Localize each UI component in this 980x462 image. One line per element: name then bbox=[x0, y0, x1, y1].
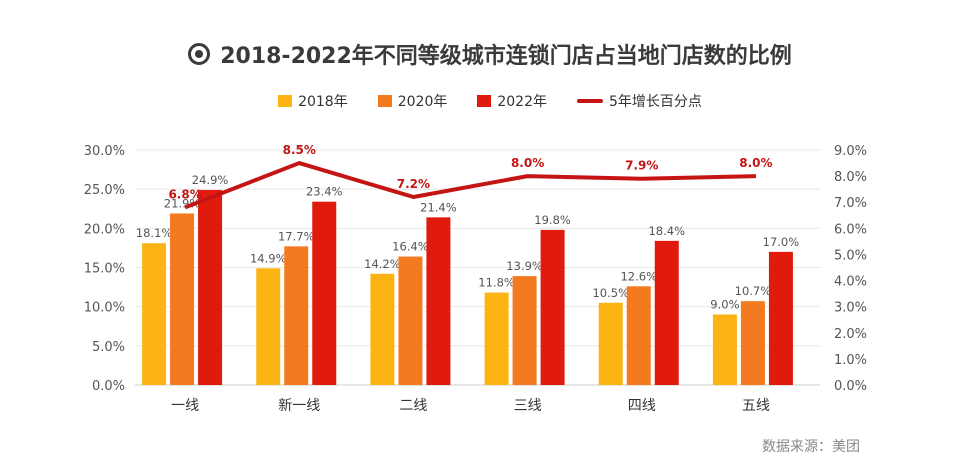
bar-value-label: 17.0% bbox=[763, 235, 800, 249]
bar-value-label: 9.0% bbox=[710, 298, 739, 312]
y-right-tick-label: 7.0% bbox=[834, 196, 867, 211]
bar-value-label: 10.7% bbox=[735, 284, 772, 298]
x-tick-label: 一线 bbox=[171, 398, 199, 414]
legend-label-2018: 2018年 bbox=[298, 94, 348, 110]
bar-2020 bbox=[284, 246, 309, 385]
data-source: 数据来源：美团 bbox=[762, 439, 860, 455]
growth-value-label: 6.8% bbox=[168, 187, 201, 201]
bar-2018 bbox=[142, 243, 167, 385]
legend-label-2022: 2022年 bbox=[497, 94, 547, 110]
y-right-tick-label: 6.0% bbox=[834, 222, 867, 237]
chart-title: 2018-2022年不同等级城市连锁门店占当地门店数的比例 bbox=[220, 44, 792, 69]
legend-item-2018: 2018年 bbox=[278, 91, 348, 111]
bar-2022 bbox=[540, 229, 565, 385]
x-tick-label: 新一线 bbox=[278, 398, 320, 414]
x-tick-label: 四线 bbox=[628, 398, 656, 414]
y-right-tick-label: 9.0% bbox=[834, 144, 867, 159]
chart-title-row: 2018-2022年不同等级城市连锁门店占当地门店数的比例 bbox=[0, 38, 980, 70]
bar-value-label: 24.9% bbox=[192, 173, 229, 187]
x-tick-label: 五线 bbox=[742, 398, 770, 414]
growth-value-label: 8.0% bbox=[739, 156, 772, 170]
y-left-tick-label: 30.0% bbox=[84, 144, 125, 159]
bar-2020 bbox=[512, 276, 537, 385]
bar-2018 bbox=[370, 273, 395, 385]
x-tick-label: 二线 bbox=[399, 398, 427, 414]
legend-swatch-growth bbox=[577, 99, 603, 103]
legend-item-2020: 2020年 bbox=[377, 91, 448, 111]
bar-value-label: 14.9% bbox=[250, 251, 287, 265]
y-left-tick-label: 15.0% bbox=[84, 262, 125, 277]
growth-value-label: 8.0% bbox=[511, 156, 544, 170]
legend-item-growth: 5年增长百分点 bbox=[577, 91, 702, 111]
legend-label-2020: 2020年 bbox=[397, 94, 448, 110]
legend: 2018年 2020年 2022年 5年增长百分点 bbox=[0, 91, 980, 111]
bar-value-label: 19.8% bbox=[534, 213, 571, 227]
bar-2020 bbox=[740, 301, 765, 385]
bar-value-label: 10.5% bbox=[592, 286, 629, 300]
legend-label-growth: 5年增长百分点 bbox=[609, 94, 702, 110]
y-left-tick-label: 25.0% bbox=[84, 183, 125, 198]
y-left-tick-label: 20.0% bbox=[84, 222, 125, 237]
bar-2018 bbox=[712, 314, 737, 385]
bar-2018 bbox=[598, 302, 623, 385]
y-left-tick-label: 0.0% bbox=[92, 379, 125, 394]
bar-2020 bbox=[398, 256, 423, 385]
bar-2022 bbox=[768, 251, 793, 385]
bar-value-label: 18.4% bbox=[648, 224, 685, 238]
bar-value-label: 23.4% bbox=[306, 185, 343, 199]
y-right-tick-label: 5.0% bbox=[834, 248, 867, 263]
bar-2022 bbox=[426, 217, 451, 385]
y-right-tick-label: 3.0% bbox=[834, 301, 867, 316]
bar-2022 bbox=[198, 189, 223, 385]
y-left-tick-label: 10.0% bbox=[84, 301, 125, 316]
growth-value-label: 7.2% bbox=[397, 177, 430, 191]
growth-value-label: 7.9% bbox=[625, 159, 658, 173]
bar-2018 bbox=[484, 292, 509, 385]
y-right-tick-label: 8.0% bbox=[834, 170, 867, 185]
target-icon bbox=[188, 43, 211, 65]
y-right-tick-label: 0.0% bbox=[834, 379, 867, 394]
x-tick-label: 三线 bbox=[514, 398, 542, 414]
legend-swatch-2020 bbox=[377, 95, 392, 107]
legend-swatch-2018 bbox=[278, 95, 293, 107]
y-right-tick-label: 1.0% bbox=[834, 353, 867, 368]
bar-value-label: 17.7% bbox=[278, 229, 315, 243]
legend-item-2022: 2022年 bbox=[477, 91, 547, 111]
growth-value-label: 8.5% bbox=[283, 143, 316, 157]
bar-value-label: 12.6% bbox=[620, 269, 657, 283]
bar-2020 bbox=[626, 286, 651, 385]
bar-value-label: 13.9% bbox=[506, 259, 543, 273]
bar-2018 bbox=[256, 268, 281, 385]
y-right-tick-label: 4.0% bbox=[834, 275, 867, 290]
bar-2020 bbox=[170, 213, 195, 385]
bar-value-label: 16.4% bbox=[392, 240, 429, 254]
bar-value-label: 18.1% bbox=[136, 226, 173, 240]
bar-value-label: 14.2% bbox=[364, 257, 401, 271]
y-right-tick-label: 2.0% bbox=[834, 327, 867, 342]
bar-value-label: 21.4% bbox=[420, 200, 457, 214]
bar-2022 bbox=[312, 201, 337, 385]
bar-2022 bbox=[654, 240, 679, 385]
legend-swatch-2022 bbox=[477, 95, 492, 107]
y-left-tick-label: 5.0% bbox=[92, 340, 125, 355]
growth-line bbox=[184, 161, 756, 210]
bar-value-label: 11.8% bbox=[478, 276, 515, 290]
